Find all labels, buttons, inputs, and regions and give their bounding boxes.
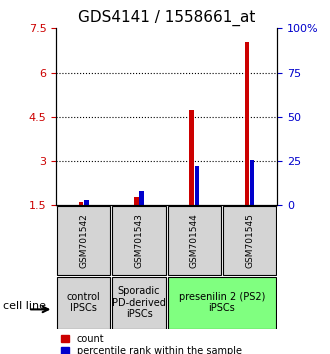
Bar bbox=[195, 166, 199, 205]
Text: cell line: cell line bbox=[3, 301, 46, 311]
Bar bbox=[223, 206, 276, 275]
Text: GSM701543: GSM701543 bbox=[135, 213, 144, 268]
Bar bbox=[189, 110, 194, 205]
Bar bbox=[245, 42, 249, 205]
Bar bbox=[57, 277, 110, 329]
Bar bbox=[168, 206, 221, 275]
Bar bbox=[84, 200, 88, 205]
Text: GSM701544: GSM701544 bbox=[190, 213, 199, 268]
Bar bbox=[250, 160, 254, 205]
Bar bbox=[140, 191, 144, 205]
Text: Sporadic
PD-derived
iPSCs: Sporadic PD-derived iPSCs bbox=[112, 286, 166, 319]
Bar bbox=[57, 206, 110, 275]
Text: GSM701542: GSM701542 bbox=[79, 213, 88, 268]
Bar bbox=[113, 277, 166, 329]
Bar bbox=[113, 206, 166, 275]
Text: presenilin 2 (PS2)
iPSCs: presenilin 2 (PS2) iPSCs bbox=[179, 292, 265, 314]
Bar bbox=[168, 277, 276, 329]
Bar bbox=[134, 197, 139, 205]
Legend: count, percentile rank within the sample: count, percentile rank within the sample bbox=[61, 334, 242, 354]
Text: GSM701545: GSM701545 bbox=[245, 213, 254, 268]
Title: GDS4141 / 1558661_at: GDS4141 / 1558661_at bbox=[78, 9, 255, 25]
Bar bbox=[79, 202, 83, 205]
Text: control
IPSCs: control IPSCs bbox=[67, 292, 101, 314]
